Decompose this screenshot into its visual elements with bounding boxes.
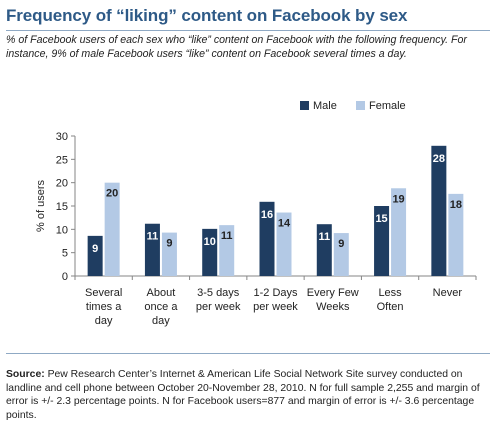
y-tick-label: 30 <box>56 131 68 143</box>
y-tick-label: 25 <box>56 154 68 166</box>
category-label: Every Few <box>307 287 359 299</box>
y-tick-label: 10 <box>56 224 68 236</box>
y-tick-label: 0 <box>62 271 68 283</box>
category-label: per week <box>196 301 241 313</box>
y-axis-title: % of users <box>35 180 47 232</box>
category-label: day <box>95 315 113 327</box>
data-label-female: 14 <box>278 218 291 230</box>
category-label: day <box>152 315 170 327</box>
bar-female <box>276 212 292 276</box>
bar-male <box>431 145 447 276</box>
chart-area: 0 5 10 15 20 25 30 % of users 9 20 Several times a d… <box>0 90 495 350</box>
data-label-female: 18 <box>450 199 462 211</box>
category-label: 1-2 Days <box>253 287 298 299</box>
category-label: once a <box>144 301 178 313</box>
legend-label-male: Male <box>313 100 337 112</box>
footer-divider <box>6 353 490 354</box>
y-tick-label: 15 <box>56 201 68 213</box>
chart-subtitle: % of Facebook users of each sex who “lik… <box>6 34 467 60</box>
bar-male <box>144 223 160 276</box>
category-label: per week <box>253 301 298 313</box>
data-label-female: 9 <box>338 238 344 250</box>
data-label-male: 11 <box>147 231 159 243</box>
bar-female <box>333 233 349 276</box>
bar-female <box>391 188 407 276</box>
data-label-female: 11 <box>221 230 233 242</box>
y-tick-label: 5 <box>62 248 68 260</box>
data-label-male: 9 <box>92 243 98 255</box>
source-label: Source: <box>6 369 45 380</box>
legend-swatch-male <box>300 101 309 110</box>
bar-male <box>316 224 332 276</box>
bar-chart: 0 5 10 15 20 25 30 % of users 9 20 Several times a d… <box>35 100 477 327</box>
chart-title: Frequency of “liking” content on Faceboo… <box>6 6 408 25</box>
source-note: Source: Pew Research Center’s Internet &… <box>6 368 492 422</box>
data-label-male: 28 <box>433 153 445 165</box>
category-label: times a <box>86 301 122 313</box>
legend-label-female: Female <box>369 100 406 112</box>
bar-female <box>104 182 120 276</box>
source-text: Pew Research Center’s Internet & America… <box>6 369 480 421</box>
bar-female <box>448 193 464 276</box>
data-label-female: 9 <box>166 238 172 250</box>
data-label-male: 11 <box>318 231 330 243</box>
data-label-female: 20 <box>106 188 118 200</box>
data-label-female: 19 <box>392 193 404 205</box>
title-divider <box>6 30 490 31</box>
bar-male <box>259 201 275 276</box>
category-label: Never <box>433 287 463 299</box>
legend-swatch-female <box>356 101 365 110</box>
bar-male <box>202 228 218 276</box>
data-label-male: 15 <box>375 213 387 225</box>
category-label: Less <box>378 287 402 299</box>
category-label: Often <box>377 301 404 313</box>
data-label-male: 16 <box>261 209 273 221</box>
category-label: 3-5 days <box>197 287 240 299</box>
bar-male <box>374 206 390 276</box>
data-label-male: 10 <box>204 236 216 248</box>
category-label: Several <box>85 287 122 299</box>
bar-female <box>219 225 235 276</box>
bar-male <box>87 235 103 276</box>
category-label: Weeks <box>316 301 350 313</box>
category-label: About <box>147 287 176 299</box>
y-tick-label: 20 <box>56 178 68 190</box>
bar-female <box>161 232 177 276</box>
